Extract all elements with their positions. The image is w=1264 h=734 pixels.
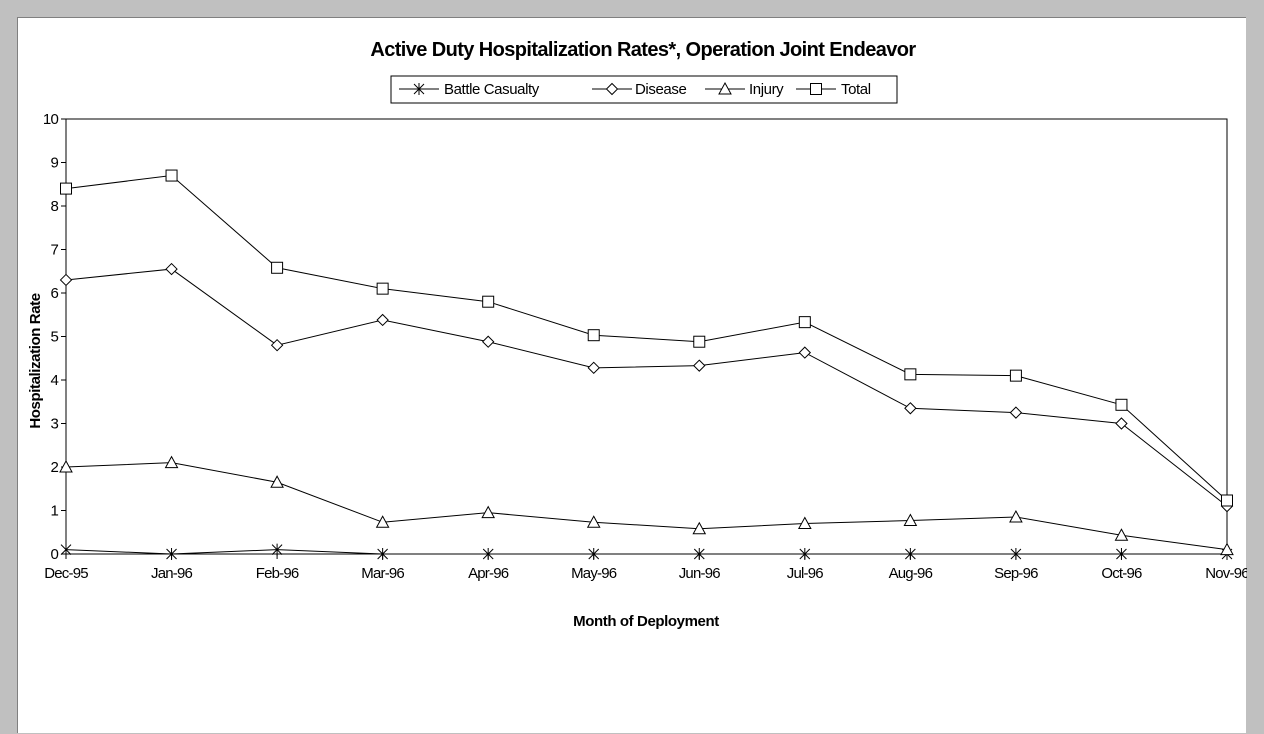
data-point-battle-casualty <box>1010 548 1022 560</box>
series-total <box>60 169 1233 507</box>
x-tick-label: Dec-95 <box>44 565 88 582</box>
data-point-injury <box>1009 509 1023 523</box>
series-line-injury <box>65 462 1228 551</box>
data-point-disease <box>1115 417 1128 430</box>
y-tick-label: 3 <box>50 416 58 433</box>
y-tick-label: 6 <box>50 285 58 302</box>
data-point-disease <box>1009 406 1023 419</box>
legend-marker <box>605 82 619 96</box>
line-chart: Active Duty Hospitalization Rates*, Oper… <box>27 39 1247 630</box>
data-point-battle-casualty <box>271 543 283 556</box>
data-point-battle-casualty <box>588 548 600 560</box>
data-point-total <box>1009 369 1022 382</box>
data-point-battle-casualty <box>799 548 811 560</box>
y-tick-label: 0 <box>50 546 58 563</box>
data-point-disease <box>165 262 178 276</box>
data-point-total <box>904 368 917 381</box>
legend-marker <box>413 83 425 95</box>
data-point-injury <box>375 515 390 528</box>
x-tick-label: Sep-96 <box>994 565 1038 582</box>
data-point-disease <box>587 361 600 375</box>
data-point-injury <box>903 513 918 527</box>
legend: Battle Casualty Disease Injury Total <box>390 75 898 104</box>
data-point-disease <box>481 335 495 348</box>
x-tick-label: Jan-96 <box>151 565 193 582</box>
x-tick-label: Jul-96 <box>787 565 824 582</box>
data-point-disease <box>798 346 812 359</box>
legend-item-total: Total <box>796 81 871 98</box>
data-point-injury <box>1114 528 1129 541</box>
data-point-battle-casualty <box>905 548 916 560</box>
y-axis-title: Hospitalization Rate <box>27 293 44 428</box>
x-tick-label: Mar-96 <box>361 565 404 582</box>
data-point-injury <box>164 455 179 469</box>
legend-label: Disease <box>635 81 686 98</box>
y-tick-label: 1 <box>50 503 58 520</box>
x-tick-label: Nov-96 <box>1205 565 1247 582</box>
data-point-battle-casualty <box>377 548 388 560</box>
data-point-total <box>587 329 600 342</box>
series-injury <box>59 455 1234 556</box>
series-line-battle-casualty <box>65 549 1227 555</box>
legend-item-disease: Disease <box>592 81 687 98</box>
y-tick-label: 9 <box>50 155 58 172</box>
legend-label: Battle Casualty <box>444 81 540 98</box>
y-tick-label: 4 <box>50 372 58 389</box>
data-point-battle-casualty <box>482 548 494 560</box>
y-tick-label: 2 <box>50 459 58 476</box>
y-axis: 0 1 2 3 4 5 6 7 8 9 10 <box>43 111 66 563</box>
series-line-disease <box>65 268 1228 507</box>
legend-marker <box>718 81 732 95</box>
series-layer <box>59 169 1234 560</box>
chart-frame: Active Duty Hospitalization Rates*, Oper… <box>17 17 1247 733</box>
series-line-total <box>65 175 1228 501</box>
x-axis: Dec-95 Jan-96 Feb-96 Mar-96 Apr-96 May-96 Jun-… <box>44 554 1247 582</box>
series-disease <box>59 262 1234 513</box>
data-point-total <box>1221 494 1233 507</box>
legend-label: Total <box>841 81 871 98</box>
y-tick-label: 8 <box>50 198 58 215</box>
data-point-total <box>482 295 495 308</box>
data-point-injury <box>692 521 707 535</box>
y-tick-label: 5 <box>50 329 58 346</box>
data-point-total <box>376 282 389 295</box>
data-point-total <box>165 169 178 182</box>
data-point-total <box>1115 398 1128 411</box>
data-point-injury <box>270 475 284 488</box>
x-tick-label: Apr-96 <box>468 565 509 582</box>
data-point-total <box>60 182 72 195</box>
y-tick-label: 10 <box>43 111 59 128</box>
x-tick-label: Aug-96 <box>889 565 933 582</box>
data-point-disease <box>376 313 389 327</box>
data-point-disease <box>270 338 284 352</box>
x-tick-label: Jun-96 <box>679 565 721 582</box>
data-point-disease <box>59 273 73 287</box>
data-point-injury <box>797 516 812 530</box>
data-point-injury <box>481 505 496 519</box>
x-tick-label: Feb-96 <box>256 565 299 582</box>
data-point-injury <box>586 515 601 528</box>
chart-title: Active Duty Hospitalization Rates*, Oper… <box>370 39 916 61</box>
data-point-disease <box>693 359 706 372</box>
data-point-battle-casualty <box>693 548 705 560</box>
data-point-disease <box>904 402 917 415</box>
legend-item-injury: Injury <box>705 81 785 98</box>
data-point-injury <box>1220 542 1234 556</box>
data-point-total <box>271 261 284 274</box>
legend-label: Injury <box>749 81 784 98</box>
data-point-injury <box>59 459 73 473</box>
x-axis-title: Month of Deployment <box>573 613 719 630</box>
legend-item-battle-casualty: Battle Casualty <box>399 81 540 98</box>
legend-marker <box>810 83 822 95</box>
data-point-total <box>693 335 706 348</box>
y-tick-label: 7 <box>50 242 58 259</box>
plot-area <box>65 118 1228 555</box>
x-tick-label: Oct-96 <box>1101 565 1142 582</box>
data-point-battle-casualty <box>166 548 177 560</box>
data-point-total <box>798 316 811 329</box>
data-point-battle-casualty <box>60 543 72 556</box>
data-point-battle-casualty <box>1116 548 1127 560</box>
x-tick-label: May-96 <box>571 565 617 582</box>
